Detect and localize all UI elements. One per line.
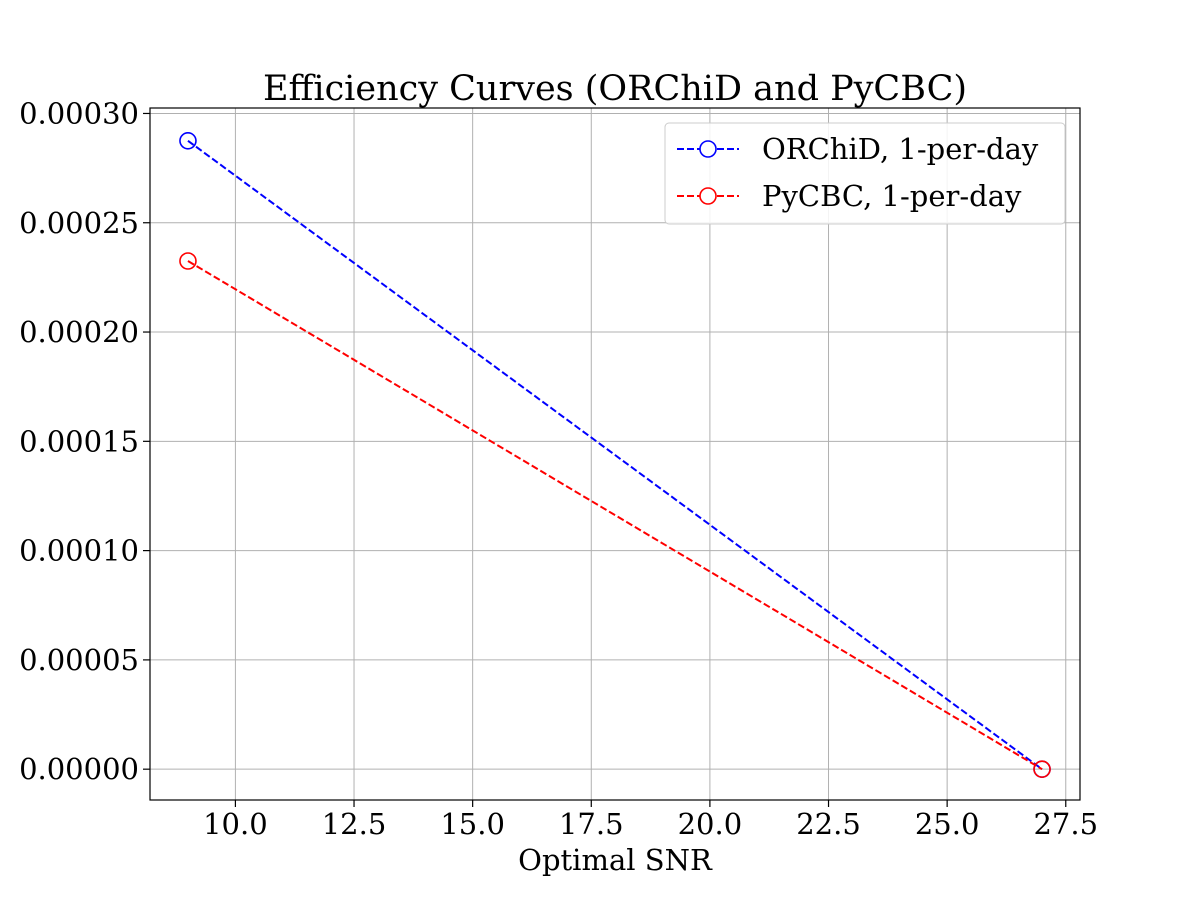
data-point <box>179 252 197 270</box>
x-tick-label: 15.0 <box>440 807 505 841</box>
data-point <box>179 131 197 150</box>
series-0 <box>179 131 1051 778</box>
y-axis: 0.00000 0.00005 0.00010 0.00015 0.00020 0.000… <box>19 96 150 786</box>
legend: ORChiD, 1-per-day PyCBC, 1-per-day <box>664 122 1066 225</box>
legend-label: ORChiD, 1-per-day <box>762 132 1039 166</box>
chart-title: Efficiency Curves (ORChiD and PyCBC) <box>263 69 967 109</box>
series-1 <box>179 252 1051 778</box>
y-tick-label: 0.00020 <box>19 315 139 349</box>
series-line <box>187 260 1043 771</box>
legend-item-1: PyCBC, 1-per-day <box>677 179 1022 213</box>
x-tick-label: 20.0 <box>678 807 743 841</box>
y-tick-label: 0.00010 <box>19 534 139 568</box>
y-tick-label: 0.00000 <box>19 752 139 786</box>
y-tick-label: 0.00015 <box>19 424 139 458</box>
legend-box <box>664 122 1066 225</box>
x-tick-label: 17.5 <box>559 807 624 841</box>
series-layer <box>179 131 1051 778</box>
x-axis-label: Optimal SNR <box>518 843 713 877</box>
x-tick-label: 22.5 <box>796 807 861 841</box>
x-tick-label: 25.0 <box>915 807 980 841</box>
x-tick-label: 12.5 <box>322 807 387 841</box>
series-line <box>187 139 1043 770</box>
legend-marker <box>699 140 717 158</box>
y-tick-label: 0.00030 <box>19 96 139 130</box>
x-tick-label: 10.0 <box>203 807 268 841</box>
data-point <box>1033 760 1051 778</box>
legend-marker <box>699 187 717 205</box>
y-tick-label: 0.00025 <box>19 206 139 240</box>
legend-label: PyCBC, 1-per-day <box>762 179 1022 213</box>
y-tick-label: 0.00005 <box>19 643 139 677</box>
plot-frame <box>149 107 1081 801</box>
x-tick-label: 27.5 <box>1033 807 1098 841</box>
legend-item-0: ORChiD, 1-per-day <box>677 132 1039 166</box>
x-axis: 10.0 12.5 15.0 17.5 20.0 22.5 25.0 27.5 <box>203 800 1098 841</box>
